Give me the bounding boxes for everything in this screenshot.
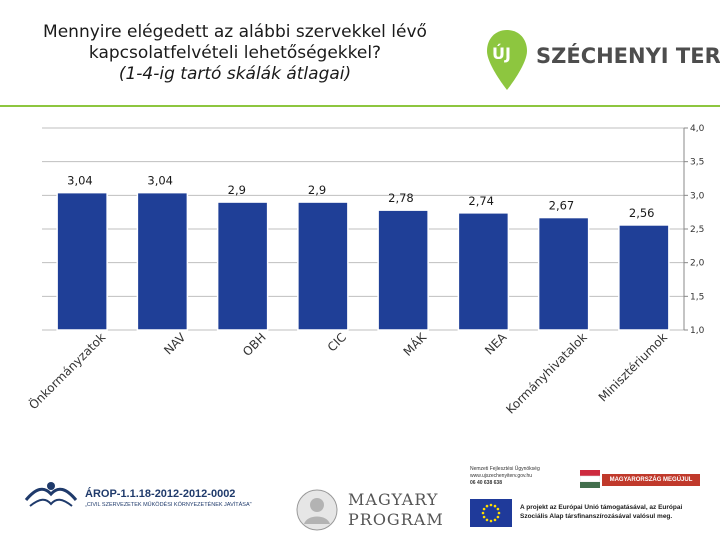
- nfu-contact: Nemzeti Fejlesztési Ügynökség www.ujszec…: [470, 466, 540, 487]
- x-tick-label: NAV: [161, 330, 189, 358]
- eu-star-icon: [493, 504, 497, 508]
- bar: [216, 201, 269, 331]
- magyary-portrait-icon: [296, 489, 338, 531]
- data-label: 2,9: [228, 183, 246, 197]
- data-label: 2,67: [549, 199, 575, 213]
- bar: [457, 212, 510, 331]
- chart-title: Mennyire elégedett az alábbi szervekkel …: [20, 22, 450, 85]
- nfu-line-1: Nemzeti Fejlesztési Ügynökség: [470, 466, 540, 472]
- eu-star-icon: [485, 518, 489, 522]
- bar: [136, 191, 189, 331]
- eu-star-icon: [496, 507, 500, 511]
- bar: [377, 209, 429, 331]
- eu-star-icon: [489, 519, 493, 523]
- x-tick-label: MÁK: [400, 329, 430, 359]
- y-tick-label: 2,0: [690, 259, 705, 269]
- eu-star-icon: [482, 515, 486, 519]
- y-tick-label: 1,5: [690, 292, 704, 302]
- footer: [0, 440, 720, 540]
- y-tick-label: 4,0: [690, 124, 705, 134]
- x-tick-label: Önkormányzatok: [25, 329, 108, 412]
- magyary-line-1: MAGYARY: [348, 490, 439, 509]
- y-tick-label: 1,0: [690, 326, 705, 336]
- eu-star-icon: [481, 511, 485, 515]
- header-separator: [0, 105, 720, 107]
- arop-logo-icon: [24, 482, 78, 507]
- x-tick-label: OBH: [240, 330, 269, 359]
- magyary-program-text: MAGYARY PROGRAM: [348, 490, 444, 530]
- eu-star-icon: [489, 503, 493, 507]
- bar: [56, 191, 108, 331]
- eu-star-icon: [496, 515, 500, 519]
- x-tick-label: Minisztériumok: [596, 330, 670, 404]
- logo-brand: SZÉCHENYI TERV: [536, 44, 720, 68]
- eu-star-icon: [493, 518, 497, 522]
- arop-text: ÁROP-1.1.18-2012-2012-0002 „CIVIL SZERVE…: [85, 488, 252, 508]
- y-tick-label: 2,5: [690, 225, 704, 235]
- data-label: 3,04: [147, 174, 173, 188]
- data-label: 2,74: [468, 194, 494, 208]
- eu-star-icon: [497, 511, 501, 515]
- eu-line-1: A projekt az Európai Unió támogatásával,…: [520, 504, 683, 511]
- szechenyi-terv-logo: ÚJ SZÉCHENYI TERV: [478, 22, 720, 102]
- data-label: 2,9: [308, 183, 326, 197]
- bar-chart: 3,04 3,04 2,9 2,9 2,78 2,74 2,67 2,56 4,0 3,5 3,0…: [25, 124, 705, 417]
- eu-flag-icon: [470, 499, 512, 527]
- y-tick-label: 3,0: [690, 191, 705, 201]
- x-tick-label: CIC: [325, 330, 349, 354]
- magyarorszag-megujul-banner: MAGYARORSZÁG MEGÚJUL: [602, 474, 700, 486]
- eu-star-icon: [485, 504, 489, 508]
- eu-line-2: Szociális Alap társfinanszírozásával val…: [520, 513, 673, 520]
- magyary-line-2: PROGRAM: [348, 510, 444, 529]
- bar: [297, 201, 349, 331]
- nfu-line-2: www.ujszechenyiterv.gov.hu: [470, 473, 533, 479]
- x-tick-label: NEA: [482, 330, 510, 358]
- bar: [537, 216, 590, 331]
- bar: [618, 224, 670, 331]
- title-line-1: Mennyire elégedett az alábbi szervekkel …: [43, 22, 427, 42]
- eu-star-icon: [482, 507, 486, 511]
- data-label: 2,56: [629, 206, 655, 220]
- title-line-3: (1-4-ig tartó skálák átlagai): [118, 64, 352, 84]
- map-pin-icon: [487, 30, 527, 90]
- data-label: 2,78: [388, 191, 414, 205]
- hungarian-flag-icon: [580, 470, 600, 488]
- x-tick-label: Kormányhivatalok: [503, 330, 589, 416]
- arop-code: ÁROP-1.1.18-2012-2012-0002: [85, 488, 236, 500]
- nfu-line-3: 06 40 638 638: [470, 480, 502, 486]
- arop-subtitle: „CIVIL SZERVEZETEK MŰKÖDÉSI KÖRNYEZETÉNE…: [85, 502, 252, 508]
- data-label: 3,04: [67, 174, 93, 188]
- y-tick-label: 3,5: [690, 158, 704, 168]
- eu-funding-text: A projekt az Európai Unió támogatásával,…: [520, 503, 682, 521]
- title-line-2: kapcsolatfelvételi lehetőségekkel?: [88, 43, 382, 63]
- logo-badge: ÚJ: [492, 44, 511, 63]
